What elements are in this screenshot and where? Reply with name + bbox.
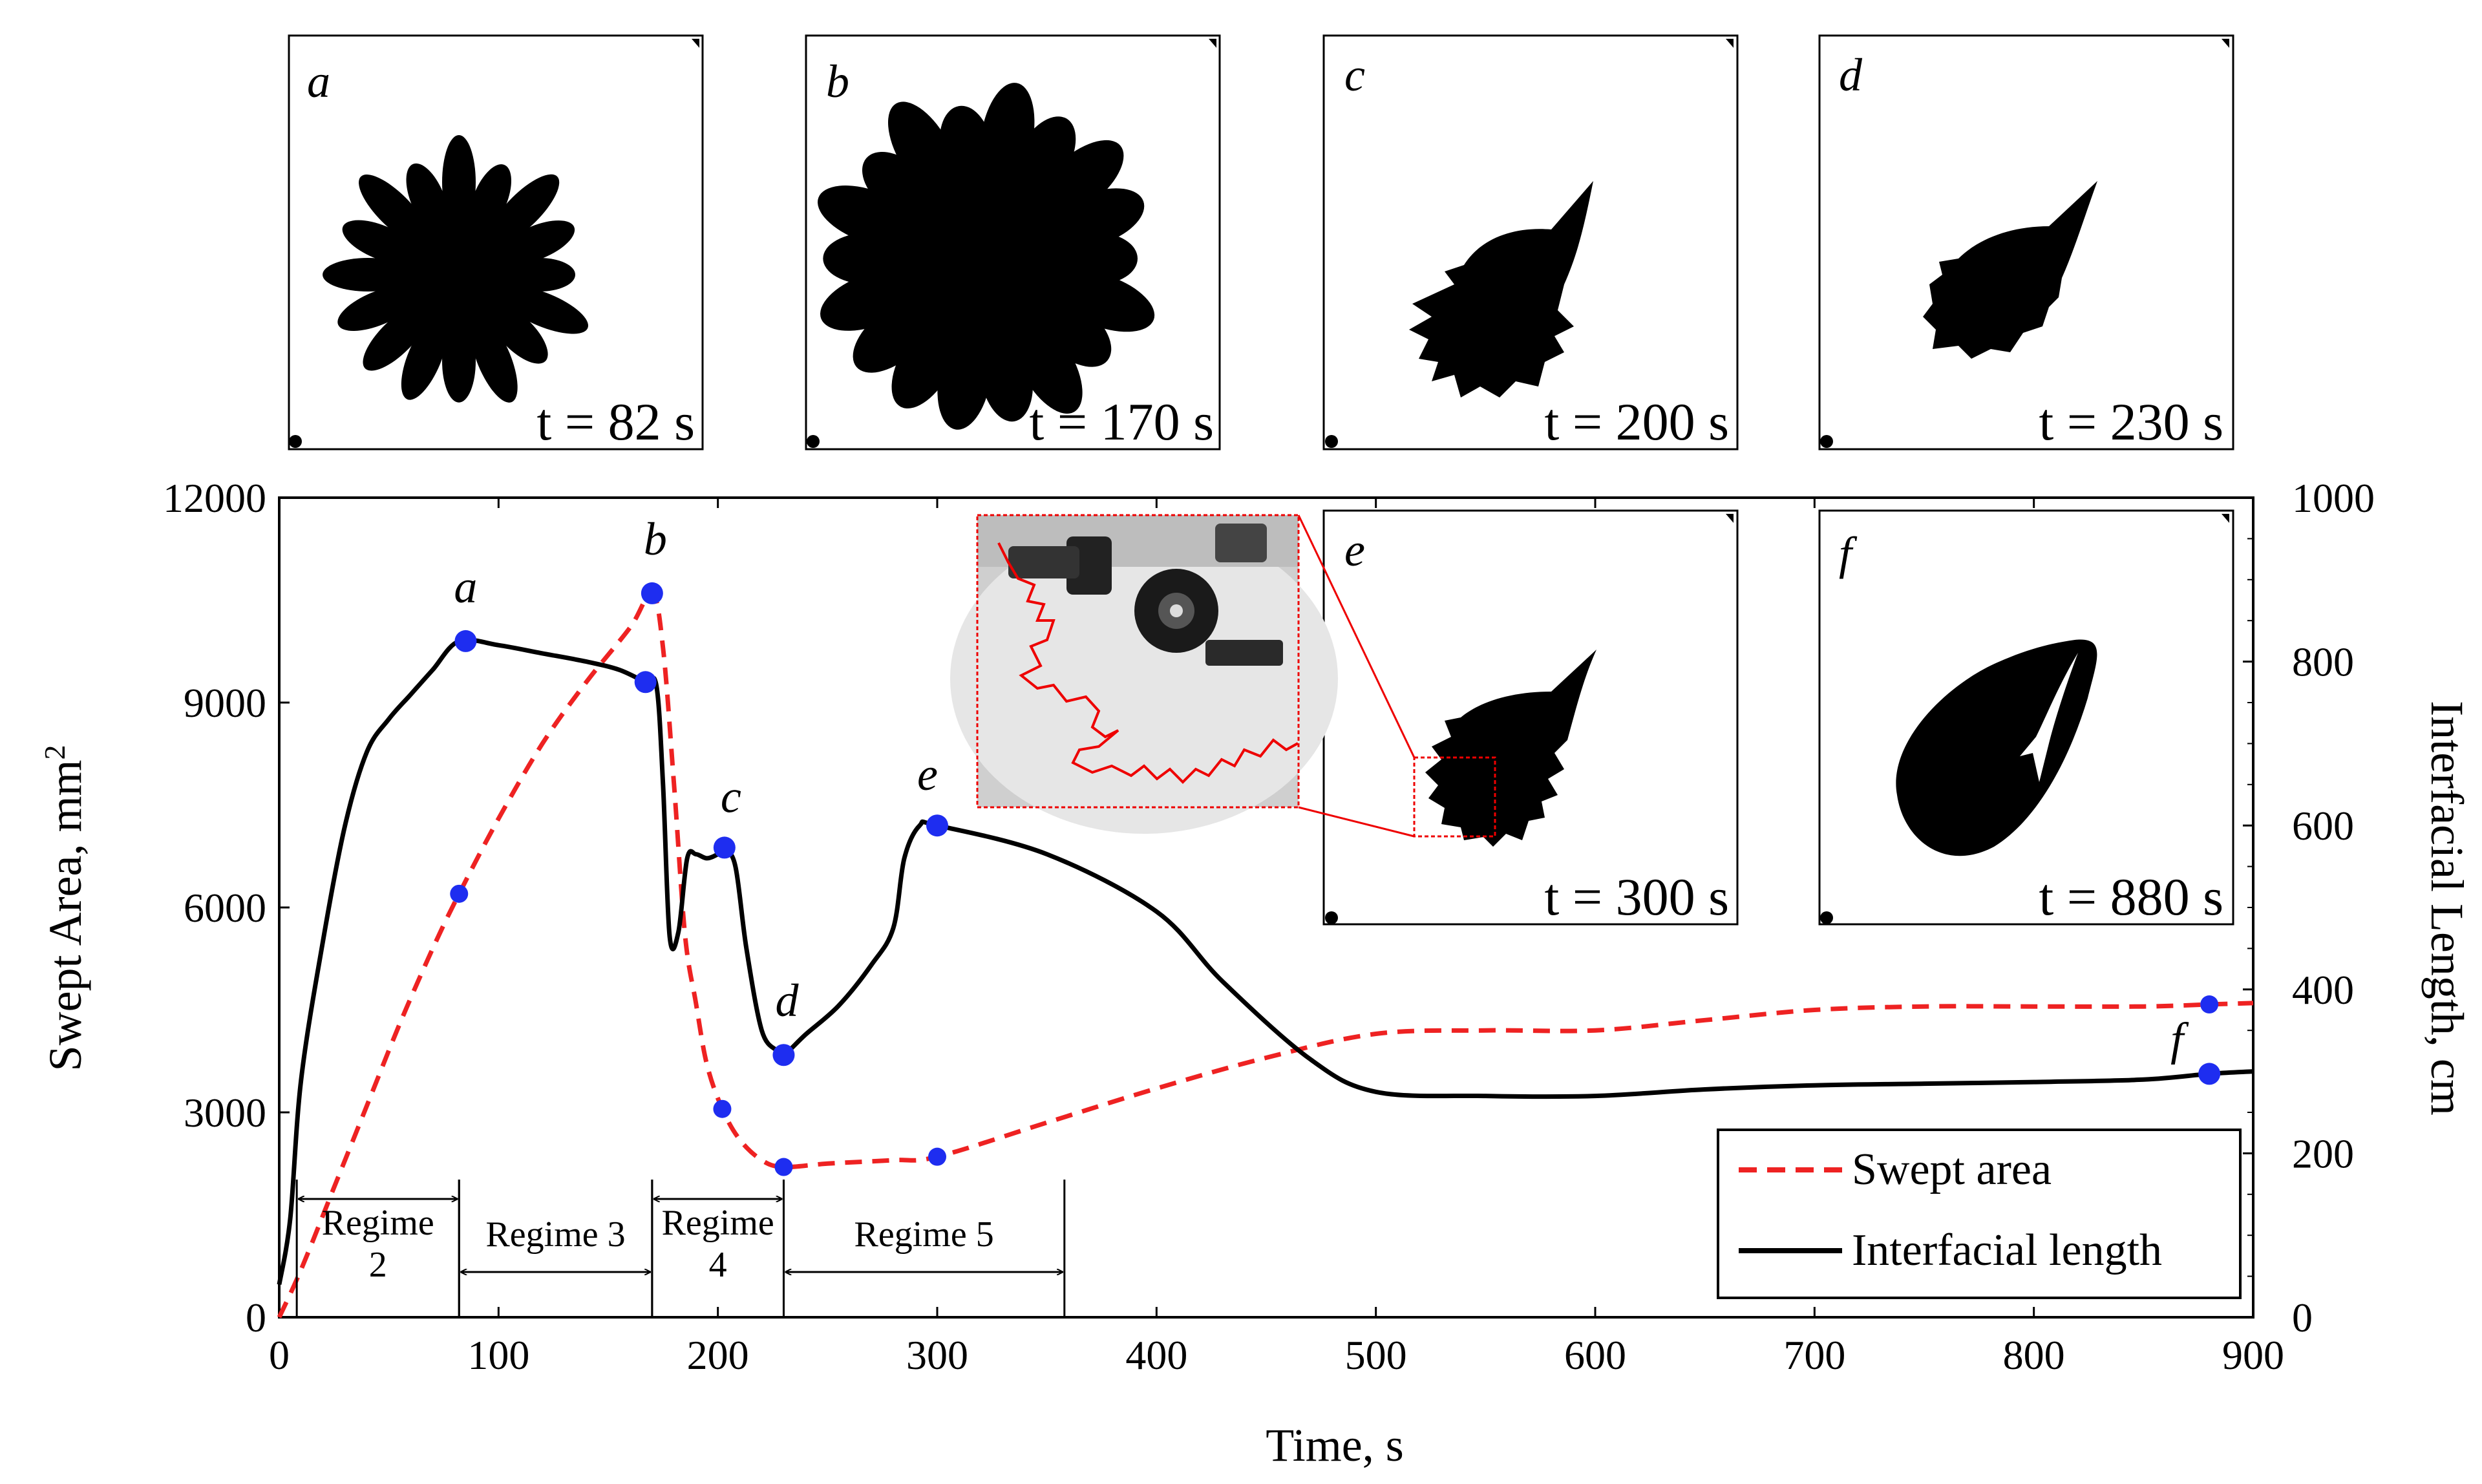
y2-tick-label: 800 — [2292, 639, 2354, 685]
panel-a: a t = 82 s — [288, 34, 704, 451]
inset-connector-top — [1297, 514, 1416, 758]
panel-e-letter: e — [1344, 524, 1365, 576]
panel-d-pattern — [1923, 181, 2097, 359]
y-axis-title-main: Swept Area, mm — [39, 760, 91, 1072]
legend: Swept area Interfacial length — [1717, 1129, 2242, 1299]
y2-tick-label: 1000 — [2292, 475, 2375, 521]
panel-d: d t = 230 s — [1818, 34, 2234, 451]
panel-c-time: t = 200 s — [1545, 392, 1729, 451]
y-tick-label: 0 — [246, 1295, 266, 1341]
panel-b-pattern — [818, 83, 1155, 430]
x-tick-label: 0 — [269, 1332, 290, 1378]
data-marker — [774, 1158, 793, 1176]
marker-label-c: c — [721, 770, 741, 822]
legend-label-swept-area: Swept area — [1852, 1145, 2052, 1194]
series-interfacial-length — [277, 637, 2254, 1285]
panel-e: e t = 300 s — [1322, 509, 1739, 926]
x-tick-label: 800 — [2003, 1332, 2065, 1378]
regime-label: Regime — [662, 1203, 774, 1243]
x-tick-label: 100 — [467, 1332, 529, 1378]
markers-layer: a b c d e f — [450, 513, 2221, 1176]
regime-label-number: 2 — [369, 1245, 387, 1285]
data-marker — [634, 671, 657, 694]
panel-a-pattern — [323, 135, 589, 403]
regime-label-number: 4 — [709, 1245, 727, 1285]
x-tick-label: 300 — [906, 1332, 968, 1378]
x-tick-label: 400 — [1125, 1332, 1187, 1378]
marker-label-e: e — [917, 748, 938, 800]
panel-e-time: t = 300 s — [1545, 867, 1729, 926]
panel-d-letter: d — [1839, 49, 1863, 101]
inset-interface-trace — [997, 542, 1299, 784]
panel-b-letter: b — [826, 56, 849, 107]
y-tick-label: 6000 — [184, 885, 266, 931]
y-tick-label: 9000 — [184, 680, 266, 726]
y-tick-label: 12000 — [163, 475, 266, 521]
panel-f-pattern — [1896, 639, 2097, 856]
plot-area: 0 100 200 300 400 500 600 700 800 900030006000900… — [163, 475, 2375, 1378]
x-tick-label: 700 — [1783, 1332, 1845, 1378]
data-marker — [928, 1147, 946, 1166]
y2-tick-label: 200 — [2292, 1130, 2354, 1176]
x-tick-label: 900 — [2222, 1332, 2284, 1378]
y2-axis-title: Interfacial Length, cm — [2421, 701, 2473, 1116]
x-tick-label: 500 — [1345, 1332, 1407, 1378]
panel-f: f t = 880 s — [1818, 509, 2234, 926]
data-marker — [772, 1044, 795, 1066]
inset-photo — [950, 514, 1338, 834]
data-marker — [2198, 1063, 2221, 1085]
y2-tick-label: 600 — [2292, 803, 2354, 849]
panel-e-pattern — [1425, 650, 1596, 847]
marker-label-b: b — [644, 513, 667, 565]
x-axis-title: Time, s — [1266, 1419, 1403, 1471]
panel-a-letter: a — [307, 56, 330, 107]
marker-label-f: f — [2170, 1013, 2189, 1065]
panel-c-pattern — [1409, 181, 1593, 398]
x-tick-label: 600 — [1564, 1332, 1626, 1378]
panel-a-time: t = 82 s — [537, 392, 695, 451]
legend-label-interfacial-length: Interfacial length — [1852, 1225, 2162, 1275]
regime-label: Regime — [322, 1203, 434, 1243]
panel-c: c t = 200 s — [1322, 34, 1739, 451]
marker-label-a: a — [454, 561, 477, 613]
axis-tick-labels: 0 100 200 300 400 500 600 700 800 900030006000900… — [163, 475, 2375, 1378]
data-marker — [454, 630, 477, 652]
zoom-box — [1413, 756, 1496, 838]
y-axis-title: Swept Area, mm2 — [38, 745, 92, 1072]
data-marker — [926, 814, 948, 837]
panel-b: b t = 170 s — [805, 34, 1221, 451]
y2-tick-label: 400 — [2292, 967, 2354, 1013]
data-marker — [641, 582, 663, 604]
y-tick-label: 3000 — [184, 1090, 266, 1136]
data-marker — [713, 836, 736, 859]
regime-label: Regime 3 — [485, 1214, 625, 1255]
panel-d-time: t = 230 s — [2039, 392, 2223, 451]
regime-label: Regime 5 — [854, 1214, 994, 1255]
panel-c-letter: c — [1344, 49, 1365, 101]
y2-tick-label: 0 — [2292, 1295, 2313, 1341]
data-marker — [2200, 995, 2219, 1014]
y-axis-title-sup: 2 — [38, 745, 71, 760]
data-marker — [450, 884, 469, 903]
inset-connector-bottom — [1298, 806, 1415, 838]
panel-f-time: t = 880 s — [2039, 867, 2223, 926]
data-marker — [713, 1099, 732, 1118]
x-tick-label: 200 — [687, 1332, 749, 1378]
marker-label-d: d — [775, 975, 799, 1026]
